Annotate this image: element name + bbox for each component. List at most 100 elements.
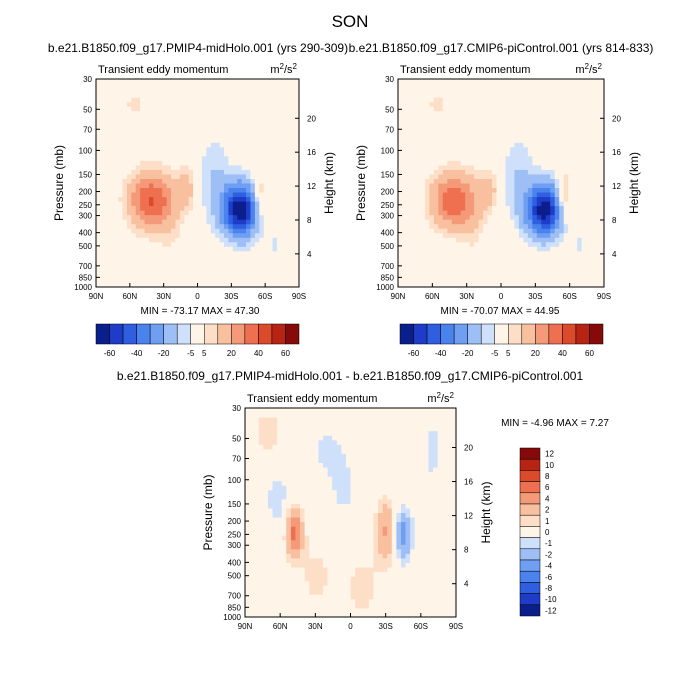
contour-cell bbox=[469, 205, 475, 211]
contour-cell bbox=[474, 282, 480, 288]
x-tick-label: 60S bbox=[563, 292, 577, 301]
contour-cell bbox=[290, 228, 296, 234]
contour-cell bbox=[206, 119, 212, 125]
contour-cell bbox=[285, 183, 291, 189]
contour-cell bbox=[586, 223, 592, 229]
contour-cell bbox=[148, 110, 154, 116]
contour-cell bbox=[541, 277, 547, 283]
contour-cell bbox=[290, 196, 296, 202]
contour-cell bbox=[541, 232, 547, 238]
contour-cell bbox=[554, 155, 560, 161]
contour-cell bbox=[276, 110, 282, 116]
contour-cell bbox=[104, 205, 110, 211]
contour-cell bbox=[492, 273, 498, 279]
contour-cell bbox=[290, 210, 296, 216]
contour-cell bbox=[113, 228, 119, 234]
contour-cell bbox=[228, 187, 234, 193]
contour-cell bbox=[599, 88, 605, 94]
contour-cell bbox=[104, 88, 110, 94]
contour-cell bbox=[442, 241, 448, 247]
contour-cell bbox=[378, 589, 384, 595]
contour-cell bbox=[411, 250, 417, 256]
contour-cell bbox=[411, 187, 417, 193]
contour-cell bbox=[433, 255, 439, 261]
contour-cell bbox=[527, 151, 533, 157]
contour-cell bbox=[514, 268, 520, 274]
contour-cell bbox=[122, 246, 128, 252]
contour-cell bbox=[590, 228, 596, 234]
contour-cell bbox=[451, 92, 457, 98]
contour-cell bbox=[157, 110, 163, 116]
contour-cell bbox=[420, 187, 426, 193]
contour-cell bbox=[433, 237, 439, 243]
contour-cell bbox=[424, 151, 430, 157]
contour-cell bbox=[451, 214, 457, 220]
contour-cell bbox=[184, 268, 190, 274]
contour-cell bbox=[254, 237, 260, 243]
contour-cell bbox=[581, 237, 587, 243]
contour-cell bbox=[595, 173, 601, 179]
contour-cell bbox=[113, 273, 119, 279]
contour-cell bbox=[285, 259, 291, 265]
contour-cell bbox=[268, 137, 274, 143]
contour-cell bbox=[446, 580, 452, 586]
contour-cell bbox=[201, 178, 207, 184]
contour-cell bbox=[523, 169, 529, 175]
contour-cell bbox=[122, 92, 128, 98]
contour-cell bbox=[577, 115, 583, 121]
contour-cell bbox=[402, 277, 408, 283]
contour-cell bbox=[272, 259, 278, 265]
contour-cell bbox=[581, 119, 587, 125]
contour-cell bbox=[232, 237, 238, 243]
contour-cell bbox=[478, 187, 484, 193]
contour-cell bbox=[429, 97, 435, 103]
contour-cell bbox=[250, 146, 256, 152]
contour-cell bbox=[263, 97, 269, 103]
contour-cell bbox=[438, 124, 444, 130]
contour-cell bbox=[153, 201, 159, 207]
contour-cell bbox=[188, 169, 194, 175]
contour-cell bbox=[193, 246, 198, 252]
contour-cell bbox=[599, 110, 605, 116]
contour-cell bbox=[153, 164, 159, 170]
contour-cell bbox=[184, 169, 190, 175]
contour-cell bbox=[113, 106, 119, 112]
contour-cell bbox=[387, 594, 393, 600]
contour-cell bbox=[433, 88, 439, 94]
contour-cell bbox=[577, 273, 583, 279]
contour-cell bbox=[100, 264, 106, 270]
contour-cell bbox=[483, 164, 489, 170]
contour-cell bbox=[96, 264, 101, 270]
contour-cell bbox=[465, 241, 471, 247]
contour-cell bbox=[487, 214, 493, 220]
contour-cell bbox=[527, 115, 533, 121]
contour-cell bbox=[378, 598, 384, 604]
contour-cell bbox=[175, 205, 181, 211]
contour-cell bbox=[550, 83, 556, 89]
contour-cell bbox=[451, 187, 457, 193]
contour-cell bbox=[460, 146, 466, 152]
contour-cell bbox=[206, 259, 212, 265]
y-tick-label: 30 bbox=[385, 75, 394, 84]
contour-cell bbox=[294, 228, 300, 234]
contour-cell bbox=[545, 115, 551, 121]
contour-cell bbox=[272, 607, 278, 613]
contour-cell bbox=[144, 146, 150, 152]
contour-cell bbox=[568, 146, 574, 152]
contour-cell bbox=[246, 219, 251, 225]
contour-cell bbox=[398, 115, 403, 121]
contour-cell bbox=[126, 124, 132, 130]
contour-cell bbox=[451, 612, 457, 618]
contour-cell bbox=[126, 173, 132, 179]
contour-cell bbox=[166, 219, 172, 225]
contour-cell bbox=[223, 155, 229, 161]
contour-cell bbox=[532, 88, 538, 94]
contour-cell bbox=[140, 228, 146, 234]
contour-cell bbox=[276, 142, 282, 148]
contour-cell bbox=[577, 83, 583, 89]
contour-cell bbox=[563, 88, 569, 94]
contour-cell bbox=[373, 567, 379, 573]
contour-cell bbox=[113, 178, 119, 184]
contour-cell bbox=[318, 594, 324, 600]
contour-cell bbox=[113, 210, 119, 216]
